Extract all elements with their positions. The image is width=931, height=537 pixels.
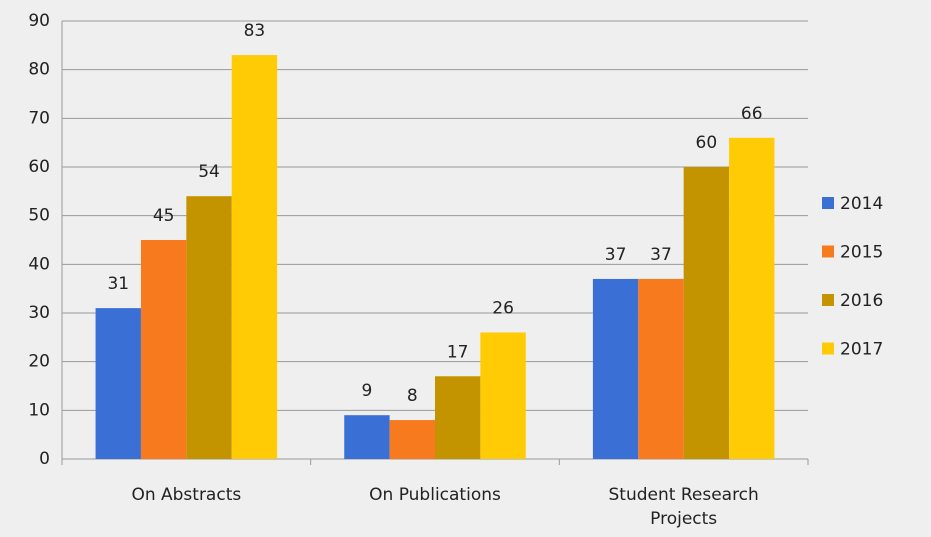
x-tick-label: Student Research Projects	[608, 485, 759, 529]
bar	[592, 278, 639, 459]
y-tick-label: 60	[28, 157, 50, 177]
legend-swatch	[822, 197, 834, 209]
bar	[729, 137, 775, 460]
y-tick-label: 20	[28, 352, 50, 372]
y-tick-label: 10	[28, 400, 50, 420]
bar	[140, 240, 187, 459]
y-tick-label: 90	[28, 11, 50, 31]
data-label: 8	[407, 386, 418, 406]
bar	[95, 308, 141, 459]
data-label: 83	[244, 21, 266, 41]
legend-swatch	[822, 294, 834, 306]
data-label: 60	[696, 133, 718, 153]
data-label: 17	[447, 342, 469, 362]
bar	[683, 167, 730, 459]
data-label: 66	[741, 104, 763, 124]
bar	[435, 376, 481, 459]
legend-label: 2016	[840, 291, 883, 311]
legend-swatch	[822, 342, 834, 355]
data-label: 45	[153, 206, 175, 226]
data-label: 26	[492, 298, 514, 318]
y-tick-label: 30	[28, 303, 50, 323]
bar	[638, 278, 684, 459]
bar	[389, 420, 435, 459]
data-label: 54	[198, 162, 220, 182]
bar	[186, 196, 232, 459]
y-tick-label: 40	[28, 254, 50, 274]
y-tick-label: 80	[28, 60, 50, 80]
data-label: 31	[107, 274, 129, 294]
bar	[231, 55, 278, 460]
legend-swatch	[822, 245, 834, 258]
bar	[344, 415, 390, 459]
y-tick-label: 0	[39, 449, 50, 469]
y-tick-label: 70	[28, 108, 50, 128]
legend-label: 2017	[840, 340, 883, 360]
y-tick-label: 50	[28, 206, 50, 226]
data-label: 37	[605, 245, 627, 265]
x-tick-label: On Abstracts	[131, 485, 242, 505]
legend-label: 2014	[840, 194, 883, 214]
x-tick-label: On Publications	[369, 485, 501, 505]
bar	[480, 332, 526, 459]
data-label: 37	[650, 245, 672, 265]
legend-label: 2015	[840, 243, 883, 263]
data-label: 9	[362, 381, 373, 401]
